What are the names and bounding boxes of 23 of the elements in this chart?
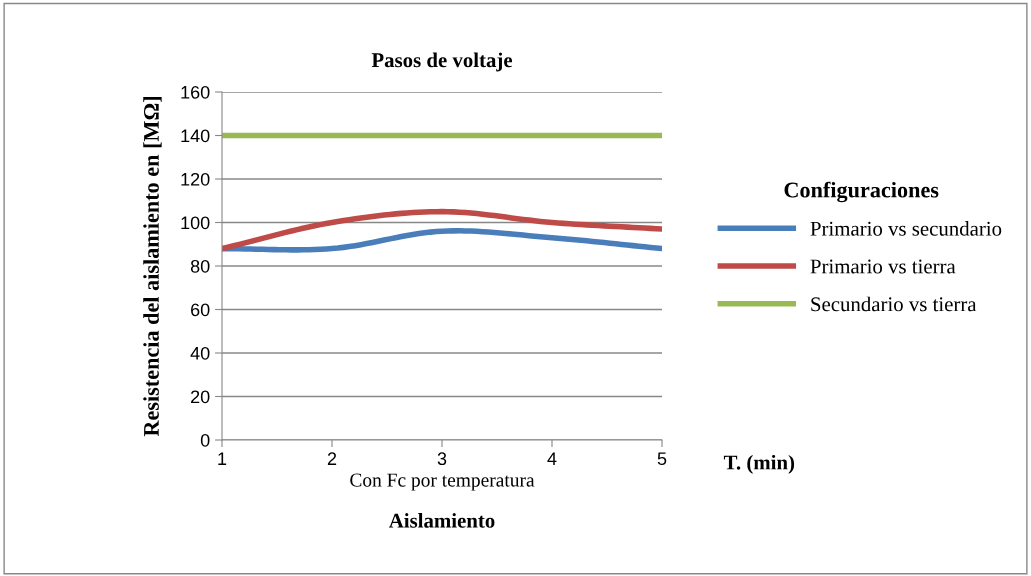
text: T. (min) <box>723 454 795 474</box>
y-tick-label: 140 <box>181 129 210 143</box>
x-tick-label: 3 <box>437 452 447 466</box>
y-tick-label: 20 <box>191 390 210 404</box>
x-axis-title: Aislamiento <box>388 513 495 528</box>
x-tick-label: 4 <box>547 452 557 465</box>
y-tick-label: 160 <box>181 85 210 99</box>
y-tick-label: 100 <box>181 216 210 230</box>
x-tick-label: 1 <box>218 452 227 465</box>
y-tick-label: 0 <box>200 433 210 447</box>
legend-label: Secundario vs tierra <box>811 296 977 312</box>
legend-title: Configuraciones <box>784 181 939 203</box>
text: Con Fc por temperatura <box>350 473 535 491</box>
y-tick-label: 40 <box>190 346 210 360</box>
legend-label: Primario vs tierra <box>810 259 956 274</box>
y-tick-label: 60 <box>191 303 210 317</box>
legend-label: Primario vs secundario <box>810 221 1002 236</box>
x-tick-label: 2 <box>327 452 337 465</box>
chart-title: Pasos de voltaje <box>371 52 513 72</box>
x-tick-label: 5 <box>657 452 667 466</box>
y-tick-label: 120 <box>181 172 210 186</box>
y-axis-title: Resistencia del aislamiento en [MΩ] <box>143 97 162 437</box>
y-tick-label: 80 <box>190 259 210 273</box>
